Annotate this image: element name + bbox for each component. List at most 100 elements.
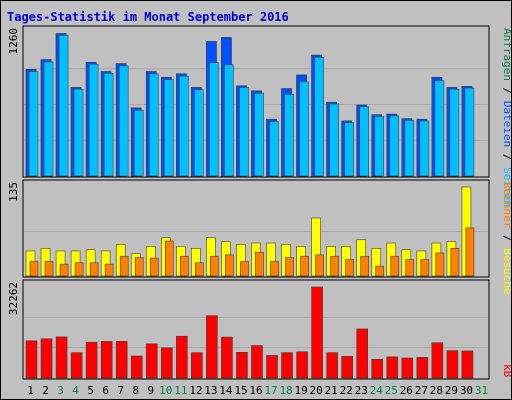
bar-seiten [103,72,114,177]
bar-kb [206,315,218,379]
bar-kb [85,341,98,379]
legend-visits: Rechner / Besuche [501,182,511,295]
bar-rechner [300,255,309,277]
legend-entry: Anfragen [501,28,511,81]
bar-rechner [225,254,234,277]
bar-rechner [180,255,189,277]
bar-seiten [464,87,475,177]
bar-seiten [329,103,339,177]
x-tick-label: 21 [325,384,338,397]
x-tick-label: 7 [117,384,124,397]
x-tick-label: 10 [159,384,172,397]
bar-rechner [74,262,84,277]
bar-kb [251,345,263,379]
bar-seiten [43,61,54,177]
bar-rechner [119,255,129,277]
legend-entry: kB [501,364,511,378]
bar-seiten [374,116,385,177]
bar-rechner [465,227,475,277]
x-tick-label: 23 [355,384,368,397]
bar-rechner [375,265,385,277]
bar-kb [221,336,233,379]
x-tick-label: 27 [415,384,428,397]
x-tick-label: 1 [27,384,34,397]
bar-kb [416,357,429,379]
x-tick-label: 14 [219,384,233,397]
bar-rechner [285,257,294,277]
bar-kb [341,355,353,379]
bar-rechner [390,255,400,277]
bar-seiten [179,75,189,177]
bar-rechner [59,263,69,277]
bar-seiten [389,115,400,177]
bar-rechner [255,251,264,277]
legend-entry: / [501,228,511,248]
bar-kb [281,352,293,379]
bar-seiten [284,93,294,177]
bar-seiten [404,120,415,177]
x-tick-label: 15 [234,384,247,397]
bar-seiten [314,57,324,177]
x-tick-label: 4 [72,384,79,397]
bar-kb [115,341,128,379]
bar-kb [386,356,399,379]
x-tick-label: 11 [174,384,187,397]
bar-rechner [435,252,445,277]
x-tick-label: 24 [370,384,384,397]
bar-seiten [88,63,99,177]
bar-kb [191,352,203,379]
x-tick-label: 9 [147,384,154,397]
x-tick-label: 22 [340,384,353,397]
legend-entry: / [501,147,511,167]
bar-seiten [224,64,234,177]
bar-rechner [420,259,430,277]
x-tick-label: 20 [310,384,323,397]
bar-seiten [133,109,144,177]
bar-kb [461,350,474,379]
chart-title: Tages-Statistik im Monat September 2016 [7,10,289,24]
x-tick-label: 13 [204,384,217,397]
bar-seiten [209,62,219,177]
x-tick-label: 2 [42,384,49,397]
bar-kb [296,351,308,379]
bar-kb [55,336,68,379]
bar-rechner [270,261,279,277]
legend-entry: Seiten [501,167,511,207]
y-max-label-visits: 135 [7,182,20,202]
bar-rechner [104,263,114,277]
bar-seiten [194,89,204,177]
bar-rechner [44,261,54,277]
x-tick-label: 5 [87,384,94,397]
bar-kb [371,359,384,379]
bar-kb [356,328,369,379]
x-tick-label: 16 [249,384,262,397]
bar-rechner [360,255,370,277]
x-tick-label: 3 [57,384,64,397]
bar-seiten [163,79,174,177]
bar-rechner [149,257,159,277]
bar-rechner [164,240,174,277]
x-tick-label: 31 [475,384,488,397]
bar-seiten [359,106,370,177]
x-tick-label: 8 [132,384,139,397]
bar-kb [40,338,53,379]
bar-kb [70,352,83,379]
x-tick-label: 30 [460,384,473,397]
bar-rechner [210,255,219,277]
x-tick-label: 25 [385,384,398,397]
bar-seiten [449,88,460,177]
bar-rechner [195,262,204,277]
bar-kb [401,357,414,379]
bar-kb [326,352,338,379]
bar-rechner [330,255,339,277]
bar-seiten [239,87,249,177]
bar-kb [266,355,278,379]
x-tick-label: 28 [430,384,443,397]
x-tick-label: 12 [189,384,202,397]
legend-entry: Besuche [501,248,511,294]
bar-seiten [118,65,129,177]
bar-seiten [344,122,354,177]
bar-seiten [58,34,69,177]
bar-rechner [450,248,460,277]
